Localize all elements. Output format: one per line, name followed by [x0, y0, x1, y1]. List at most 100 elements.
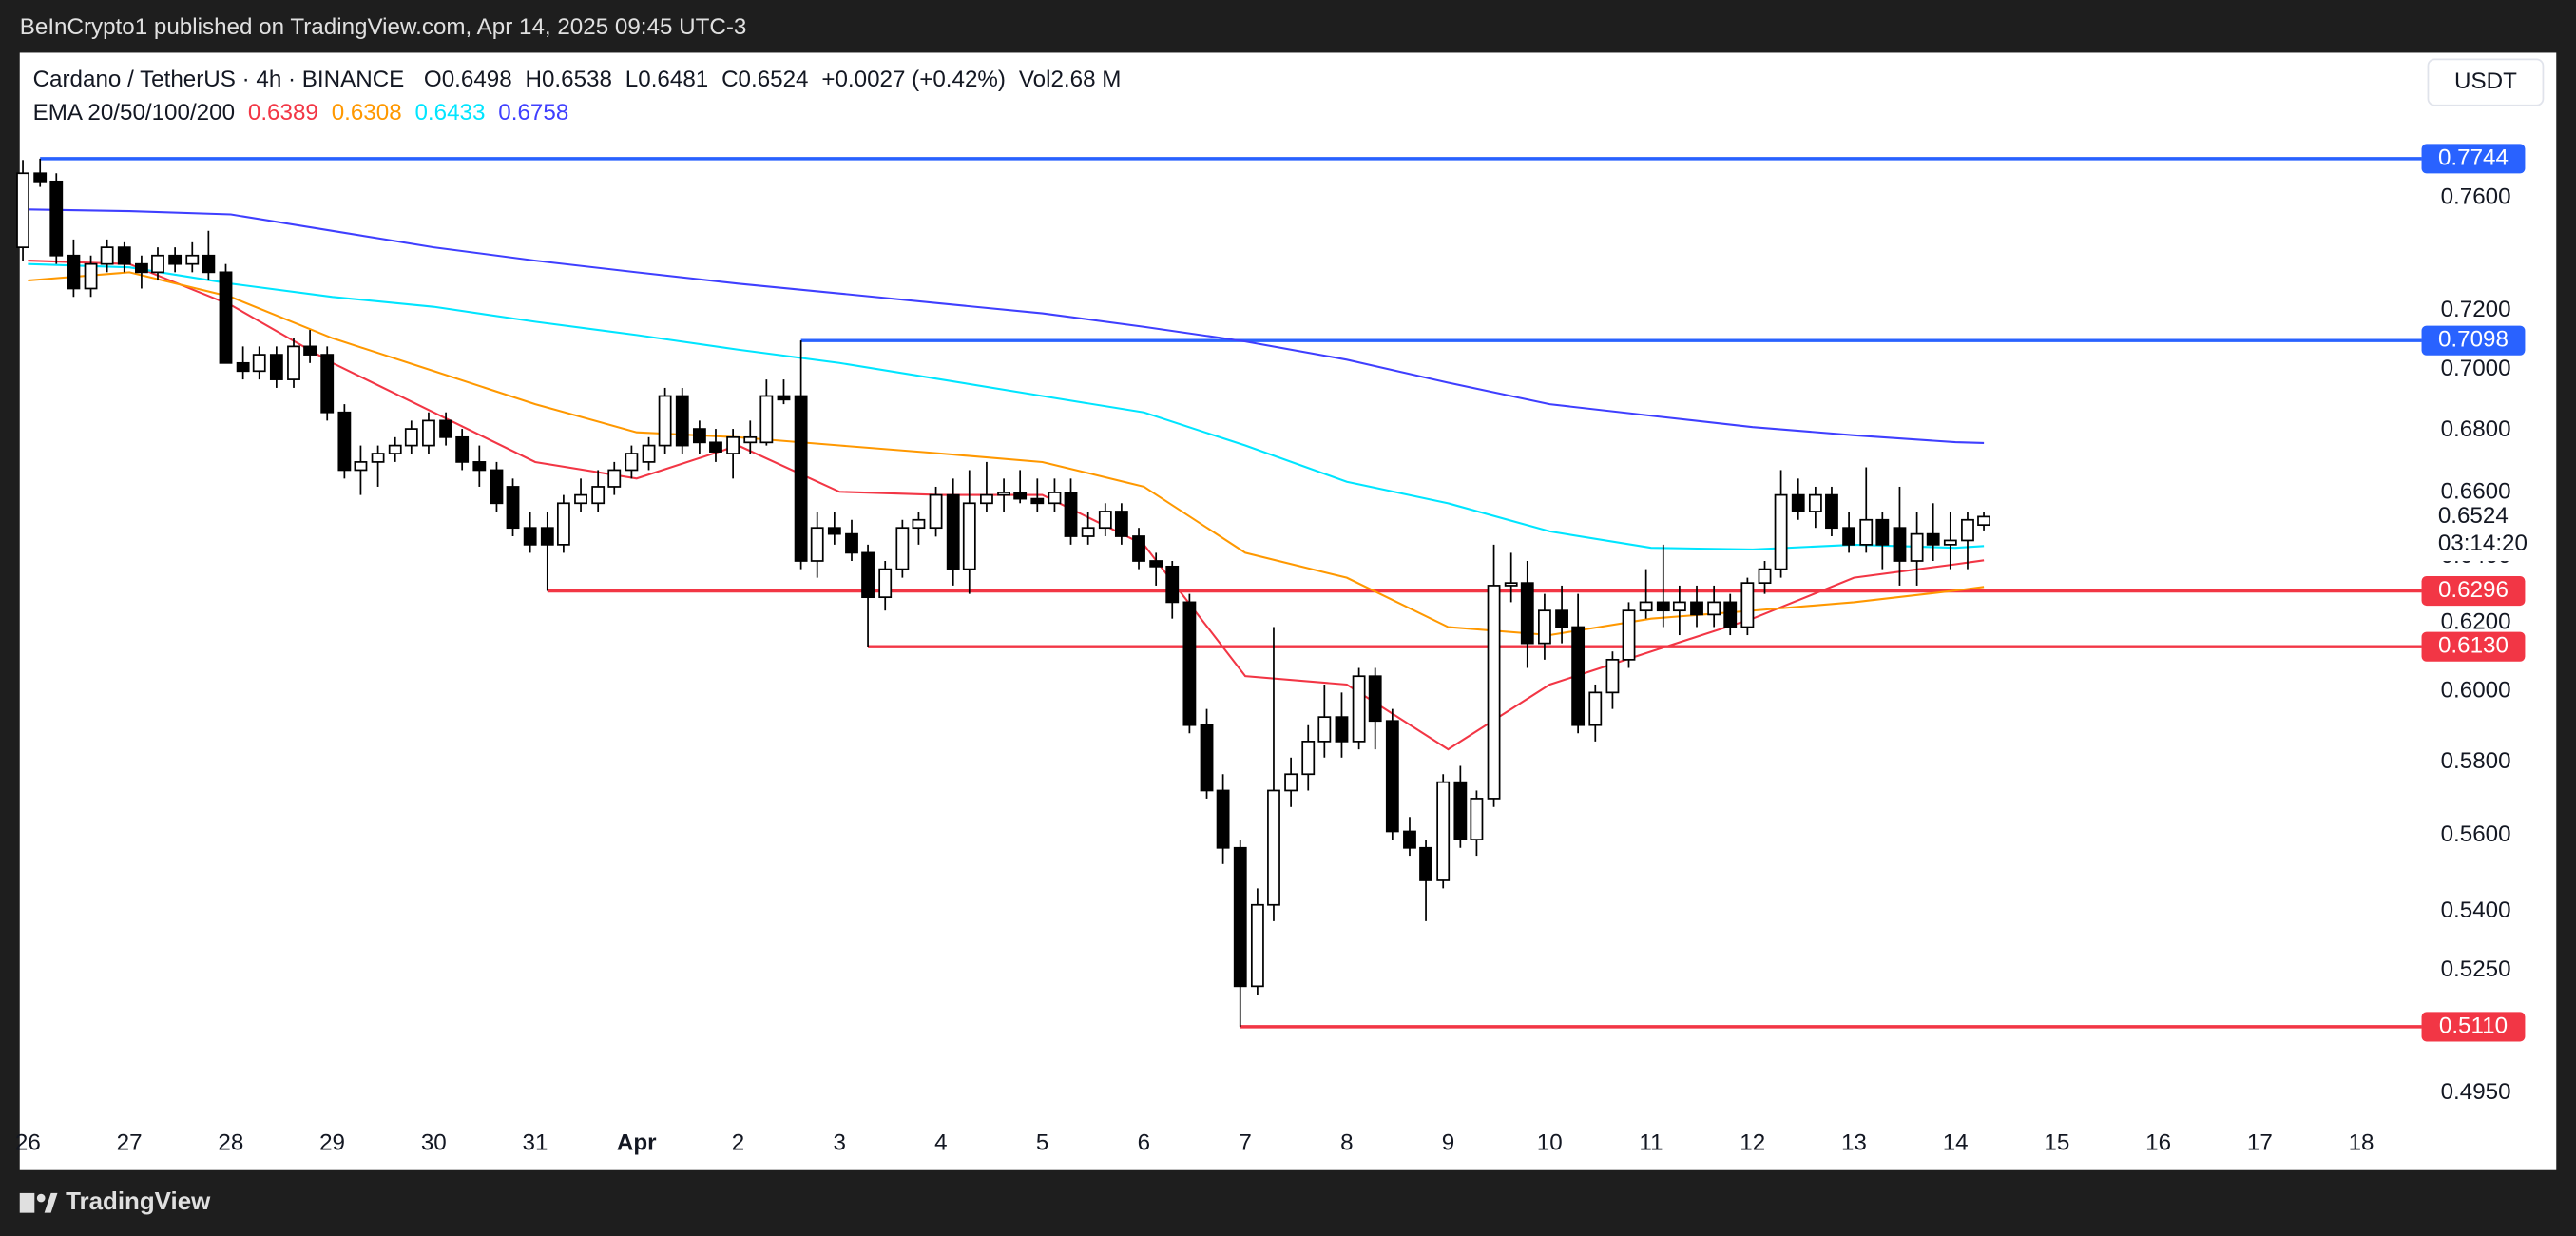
publish-info: BeInCrypto1 published on TradingView.com…: [20, 14, 747, 40]
candle-body: [404, 428, 418, 447]
candle-body: [810, 527, 824, 562]
candle-body: [523, 527, 537, 546]
candle-body: [1859, 518, 1874, 546]
last-price-label: 0.6524: [2438, 503, 2509, 529]
y-tick-label: 0.5250: [2441, 956, 2511, 982]
candle-body: [794, 395, 808, 562]
currency[interactable]: USDT: [2454, 68, 2517, 94]
x-tick-label: 5: [1036, 1130, 1048, 1155]
ema-legend-value: 0.6433: [414, 100, 485, 126]
y-tick-label: 0.4950: [2441, 1079, 2511, 1105]
ema-line: [28, 260, 1985, 751]
candle-body: [388, 444, 402, 454]
x-tick-label: 10: [1537, 1130, 1563, 1155]
x-tick-label: 30: [421, 1130, 447, 1155]
x-tick-label: 14: [1943, 1130, 1969, 1155]
x-tick-label: 8: [1340, 1130, 1353, 1155]
candle-body: [1672, 601, 1686, 612]
candle-body: [1977, 515, 1990, 527]
candle-body: [1301, 741, 1316, 776]
symbol-title: Cardano / TetherUS · 4h · BINANCE: [33, 67, 405, 92]
last-price-box: [2421, 501, 2553, 562]
candle-body: [1048, 492, 1062, 505]
y-tick-label: 0.5400: [2441, 898, 2511, 923]
candle-body: [1335, 716, 1349, 743]
candle-body: [354, 461, 368, 472]
candle-body: [1639, 601, 1653, 612]
ohlc-legend-item: +0.0027 (+0.42%): [821, 67, 1006, 92]
candle-body: [168, 254, 183, 265]
candle-body: [1453, 781, 1468, 840]
x-tick-label: 31: [523, 1130, 548, 1155]
level-label-box: [2421, 144, 2526, 174]
candle-body: [861, 551, 875, 599]
candle-body: [1385, 720, 1399, 833]
candle-body: [1013, 492, 1028, 500]
candle-body: [675, 395, 689, 447]
candle-body: [100, 246, 114, 265]
candle-body: [1064, 492, 1078, 537]
candle-body: [320, 354, 335, 414]
candle-body: [49, 180, 64, 257]
candle-body: [1403, 830, 1416, 849]
candle-body: [1436, 781, 1451, 881]
y-tick-label: 0.6600: [2441, 478, 2511, 504]
ema-line: [28, 262, 1985, 550]
x-tick-label: 27: [117, 1130, 143, 1155]
candle-body: [269, 354, 283, 380]
candle-body: [1216, 789, 1230, 849]
currency-button[interactable]: [2427, 58, 2545, 106]
candle-body: [980, 493, 993, 505]
candle-body: [287, 345, 300, 380]
ohlc-legend-item: H0.6538: [526, 67, 612, 92]
candle-body: [1200, 724, 1214, 792]
candle-body: [252, 354, 266, 373]
x-tick-label: 9: [1442, 1130, 1454, 1155]
candle-body: [929, 493, 943, 530]
x-tick-label: 3: [833, 1130, 845, 1155]
y-tick-label: 0.6200: [2441, 609, 2511, 635]
candle-body: [692, 428, 706, 444]
candle-body: [1943, 539, 1957, 546]
candle-body: [1538, 609, 1551, 645]
candle-body: [962, 502, 976, 570]
candle-body: [895, 527, 910, 570]
candle-body: [1267, 789, 1280, 906]
candle-body: [946, 493, 960, 570]
ema-legend-value: 0.6389: [248, 100, 318, 126]
x-tick-label: 12: [1740, 1130, 1765, 1155]
y-tick-label: 0.7600: [2441, 183, 2511, 209]
candle-body: [1165, 565, 1180, 604]
candle-body: [371, 453, 385, 463]
candle-body: [1961, 518, 1974, 542]
level-label: 0.5110: [2439, 1013, 2508, 1038]
candle-body: [219, 271, 233, 364]
candle-body: [1030, 497, 1045, 505]
x-tick-label: 28: [218, 1130, 243, 1155]
level-label: 0.7744: [2438, 145, 2509, 170]
candle-body: [1893, 527, 1907, 562]
candle-body: [33, 172, 48, 183]
candle-body: [1504, 582, 1518, 587]
y-tick-label: 0.5800: [2441, 748, 2511, 774]
candle-body: [777, 395, 791, 401]
candle-body: [878, 568, 893, 599]
y-tick-label: 0.6800: [2441, 416, 2511, 442]
candle-body: [845, 532, 858, 554]
candle-body: [1470, 798, 1484, 840]
candle-body: [1723, 601, 1738, 628]
candle-body: [1910, 532, 1924, 562]
level-label-box: [2421, 325, 2526, 356]
x-tick-label: 6: [1138, 1130, 1150, 1155]
candle-body: [1690, 601, 1703, 616]
candle-body: [455, 435, 470, 463]
x-tick-label: 15: [2044, 1130, 2069, 1155]
candle-body: [1233, 846, 1247, 988]
y-tick-label: 0.7200: [2441, 297, 2511, 322]
ema-legend: EMA 20/50/100/200: [33, 100, 235, 126]
footer-brand: TradingView: [66, 1188, 211, 1215]
candle-body: [556, 502, 570, 546]
ema-legend-value: 0.6758: [498, 100, 568, 126]
x-tick-label: 11: [1639, 1130, 1663, 1155]
